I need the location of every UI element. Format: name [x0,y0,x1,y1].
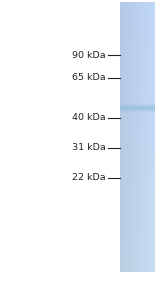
Text: 22 kDa: 22 kDa [72,173,106,182]
Text: 31 kDa: 31 kDa [72,143,106,152]
Text: 40 kDa: 40 kDa [72,113,106,123]
Text: 90 kDa: 90 kDa [72,51,106,59]
Text: 65 kDa: 65 kDa [72,74,106,83]
